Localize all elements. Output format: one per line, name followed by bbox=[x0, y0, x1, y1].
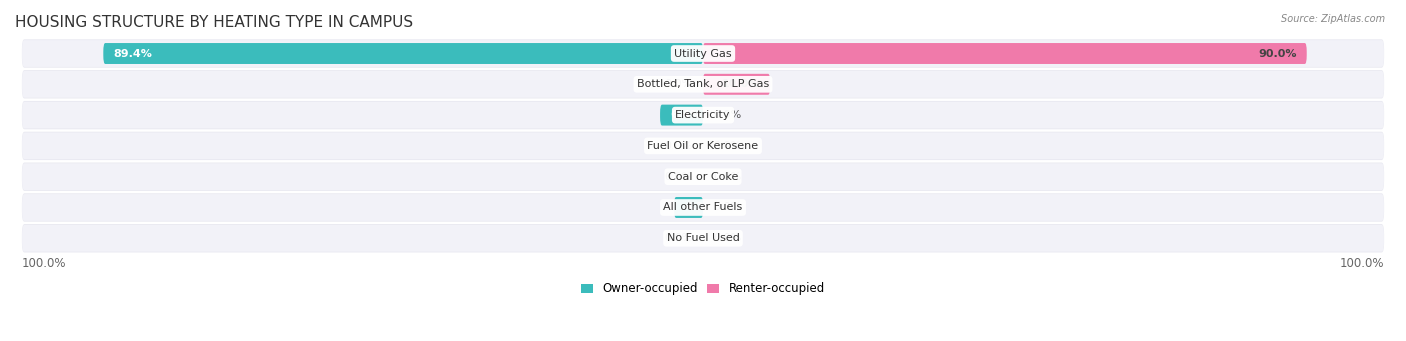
FancyBboxPatch shape bbox=[673, 197, 703, 218]
FancyBboxPatch shape bbox=[22, 163, 1384, 190]
Text: All other Fuels: All other Fuels bbox=[664, 203, 742, 212]
Text: 4.3%: 4.3% bbox=[685, 203, 716, 212]
Text: 89.4%: 89.4% bbox=[114, 48, 152, 59]
Text: Fuel Oil or Kerosene: Fuel Oil or Kerosene bbox=[647, 141, 759, 151]
Text: 90.0%: 90.0% bbox=[1258, 48, 1296, 59]
Text: 0.0%: 0.0% bbox=[713, 172, 741, 182]
FancyBboxPatch shape bbox=[703, 74, 770, 95]
Text: 0.0%: 0.0% bbox=[713, 110, 741, 120]
FancyBboxPatch shape bbox=[22, 39, 1384, 68]
Text: 0.0%: 0.0% bbox=[665, 79, 693, 89]
Text: Utility Gas: Utility Gas bbox=[675, 48, 731, 59]
Text: Source: ZipAtlas.com: Source: ZipAtlas.com bbox=[1281, 14, 1385, 24]
Text: HOUSING STRUCTURE BY HEATING TYPE IN CAMPUS: HOUSING STRUCTURE BY HEATING TYPE IN CAM… bbox=[15, 15, 413, 30]
Text: 100.0%: 100.0% bbox=[1340, 257, 1384, 270]
Text: No Fuel Used: No Fuel Used bbox=[666, 233, 740, 243]
Text: Coal or Coke: Coal or Coke bbox=[668, 172, 738, 182]
Text: Electricity: Electricity bbox=[675, 110, 731, 120]
FancyBboxPatch shape bbox=[22, 163, 1384, 191]
FancyBboxPatch shape bbox=[22, 193, 1384, 222]
FancyBboxPatch shape bbox=[22, 132, 1384, 160]
FancyBboxPatch shape bbox=[103, 43, 703, 64]
Text: Bottled, Tank, or LP Gas: Bottled, Tank, or LP Gas bbox=[637, 79, 769, 89]
Text: 100.0%: 100.0% bbox=[22, 257, 66, 270]
Text: 0.0%: 0.0% bbox=[665, 141, 693, 151]
Text: 10.0%: 10.0% bbox=[721, 79, 759, 89]
FancyBboxPatch shape bbox=[22, 102, 1384, 129]
FancyBboxPatch shape bbox=[22, 225, 1384, 252]
FancyBboxPatch shape bbox=[22, 40, 1384, 67]
Text: 0.0%: 0.0% bbox=[665, 172, 693, 182]
FancyBboxPatch shape bbox=[22, 224, 1384, 252]
Text: 0.0%: 0.0% bbox=[713, 233, 741, 243]
Text: 0.0%: 0.0% bbox=[713, 203, 741, 212]
FancyBboxPatch shape bbox=[22, 71, 1384, 98]
FancyBboxPatch shape bbox=[703, 43, 1306, 64]
FancyBboxPatch shape bbox=[22, 194, 1384, 221]
Text: 0.0%: 0.0% bbox=[665, 233, 693, 243]
Text: 0.0%: 0.0% bbox=[713, 141, 741, 151]
FancyBboxPatch shape bbox=[659, 105, 703, 125]
Legend: Owner-occupied, Renter-occupied: Owner-occupied, Renter-occupied bbox=[581, 282, 825, 295]
FancyBboxPatch shape bbox=[22, 101, 1384, 129]
FancyBboxPatch shape bbox=[22, 133, 1384, 159]
FancyBboxPatch shape bbox=[22, 70, 1384, 99]
Text: 6.4%: 6.4% bbox=[671, 110, 702, 120]
